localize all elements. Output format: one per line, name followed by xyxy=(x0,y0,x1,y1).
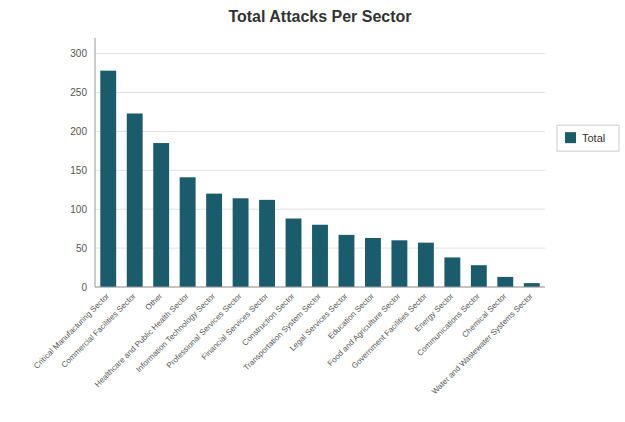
grid-line xyxy=(95,131,545,132)
y-tick-label: 300 xyxy=(70,48,87,59)
x-tick-label: Water and Wastewater Systems Sector xyxy=(430,291,535,396)
bars xyxy=(100,71,539,287)
x-tick-label: Chemical Sector xyxy=(460,291,508,339)
bar xyxy=(286,219,302,287)
grid-line xyxy=(95,287,545,288)
bar xyxy=(206,194,222,287)
y-tick-label: 50 xyxy=(76,243,88,254)
chart: Total Attacks Per Sector 0 50 100 150 200 250 3… xyxy=(0,0,625,422)
y-tick-label: 250 xyxy=(70,87,87,98)
grid xyxy=(95,54,545,287)
bar xyxy=(365,238,381,287)
bar xyxy=(391,240,407,287)
title: Total Attacks Per Sector xyxy=(228,8,411,25)
legend-frame xyxy=(557,125,619,151)
y-tick-label: 0 xyxy=(81,282,87,293)
bar xyxy=(153,143,169,287)
bar xyxy=(471,265,487,287)
y-tick-label: 200 xyxy=(70,126,87,137)
grid-line xyxy=(95,53,545,54)
y-tick-label: 150 xyxy=(70,165,87,176)
x-tick-label: Other xyxy=(144,291,165,312)
legend-label: Total xyxy=(582,132,605,144)
y-ticks: 0 50 100 150 200 250 300 xyxy=(70,48,87,292)
x-tick-label: Education Sector xyxy=(326,291,376,341)
y-tick-label: 100 xyxy=(70,204,87,215)
bar xyxy=(127,113,143,287)
bar xyxy=(100,71,116,287)
bar xyxy=(524,283,540,287)
grid-line xyxy=(95,92,545,93)
legend: Total xyxy=(557,125,619,151)
bar xyxy=(444,257,460,287)
bar xyxy=(180,177,196,287)
bar xyxy=(259,200,275,287)
y-axis-line xyxy=(95,38,96,287)
x-tick-label: Healthcare and Public Health Sector xyxy=(93,291,191,389)
bar xyxy=(418,243,434,287)
bar xyxy=(339,235,355,287)
x-axis-line xyxy=(95,287,545,288)
bar xyxy=(497,277,513,287)
legend-swatch xyxy=(565,132,576,143)
bar xyxy=(233,198,249,287)
x-ticks: Critical Manufacturing SectorCommercial … xyxy=(32,291,535,396)
bar xyxy=(312,225,328,287)
